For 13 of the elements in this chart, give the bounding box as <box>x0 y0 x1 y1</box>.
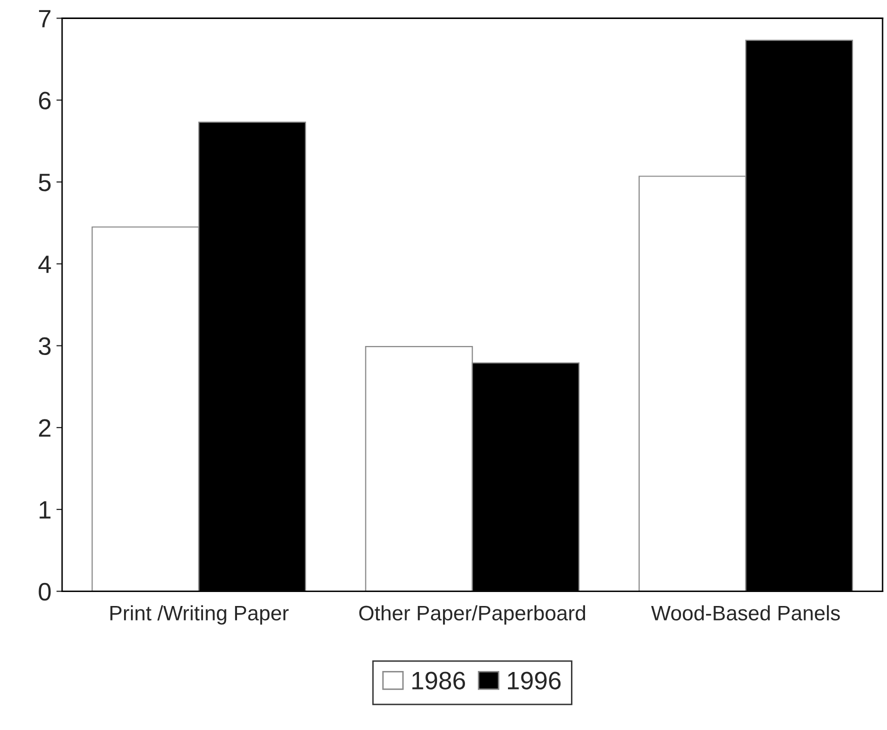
y-tick-label: 6 <box>39 92 51 110</box>
y-tick-label: 3 <box>38 337 51 356</box>
y-tick-label: 7 <box>39 10 50 28</box>
y-tick-label: 4 <box>38 256 51 273</box>
legend-label: 1996 <box>508 672 561 690</box>
x-tick-label: Wood-Based Panels <box>651 605 840 620</box>
x-tick-label: Print /Writing Paper <box>110 605 289 625</box>
x-tick-label: Other Paper/Paperboard <box>359 605 586 625</box>
y-tick-label: 0 <box>38 582 51 601</box>
y-tick-label: 1 <box>40 501 50 518</box>
legend-label: 1986 <box>412 672 465 690</box>
y-tick-label: 5 <box>38 174 51 192</box>
y-tick-label: 2 <box>39 419 50 437</box>
